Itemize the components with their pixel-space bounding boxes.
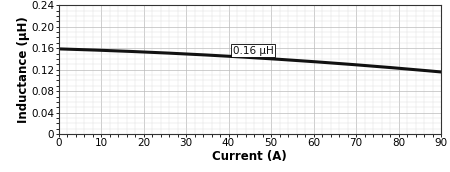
Text: 0.16 μH: 0.16 μH <box>233 46 274 56</box>
X-axis label: Current (A): Current (A) <box>212 150 287 163</box>
Y-axis label: Inductance (μH): Inductance (μH) <box>17 16 30 123</box>
